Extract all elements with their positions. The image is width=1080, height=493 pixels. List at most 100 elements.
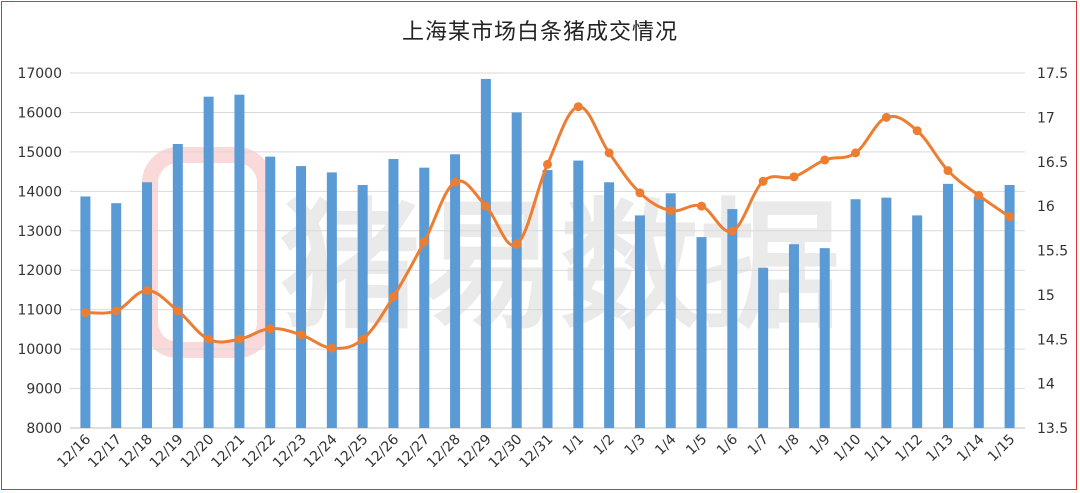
bar (758, 267, 769, 428)
bar (696, 237, 707, 428)
bar (942, 183, 953, 428)
x-tick-label: 1/15 (985, 432, 1019, 466)
y-left-tick-label: 15000 (17, 145, 62, 161)
x-tick-label: 1/5 (683, 432, 710, 459)
line-point (1005, 212, 1015, 222)
line-point (851, 148, 861, 158)
x-tick-label: 12/22 (239, 432, 279, 472)
x-tick-label: 1/14 (954, 431, 988, 465)
bar (450, 154, 461, 428)
line-point (881, 112, 891, 122)
bar (573, 160, 584, 429)
bar (203, 96, 214, 429)
line-point (142, 285, 152, 295)
y-left-tick-label: 17000 (17, 66, 62, 82)
line-point (234, 334, 244, 344)
x-tick-label: 1/3 (622, 432, 649, 459)
line-point (666, 206, 676, 216)
line-point (543, 159, 552, 169)
bar (480, 78, 491, 429)
x-tick-label: 12/25 (332, 432, 372, 472)
bar (604, 182, 615, 428)
line-point (388, 292, 398, 302)
x-tick-label: 1/12 (892, 432, 926, 466)
x-tick-label: 12/29 (455, 432, 495, 472)
x-tick-label: 12/30 (486, 432, 526, 472)
y-right-tick-label: 14 (1037, 377, 1055, 393)
y-left-tick-label: 9000 (26, 382, 62, 398)
chart-title: 上海某市场白条猪成交情况 (401, 20, 678, 45)
line-point (573, 102, 583, 112)
x-tick-label: 1/9 (806, 432, 833, 459)
x-tick-label: 12/17 (85, 432, 125, 472)
y-left-tick-label: 11000 (17, 303, 62, 319)
bar (1004, 185, 1015, 428)
y-left-tick-label: 12000 (17, 263, 62, 279)
bar (912, 215, 923, 428)
x-tick-label: 12/19 (147, 432, 187, 472)
x-tick-label: 1/13 (923, 432, 957, 466)
bar (511, 112, 522, 428)
x-tick-label: 1/6 (714, 431, 741, 458)
y-right-tick-label: 13.5 (1037, 421, 1068, 437)
line-point (111, 306, 121, 316)
x-tick-label: 12/31 (516, 432, 556, 472)
x-tick-label: 1/10 (831, 432, 865, 466)
line-point (604, 148, 614, 158)
line-point (974, 190, 984, 200)
x-tick-label: 12/18 (116, 432, 156, 472)
y-right-tick-label: 16.5 (1037, 155, 1068, 171)
x-tick-label: 12/23 (270, 432, 310, 472)
bar (172, 144, 183, 428)
line-point (758, 176, 768, 186)
y-right-tick-label: 16 (1037, 199, 1055, 215)
x-tick-label: 1/11 (862, 432, 896, 466)
y-right-tick-label: 17.5 (1037, 66, 1068, 82)
line-point (727, 226, 737, 236)
line-point (80, 308, 90, 318)
line-point (512, 239, 522, 249)
line-point (173, 306, 183, 316)
line-point (943, 166, 953, 176)
y-left-tick-label: 10000 (17, 342, 62, 358)
bar (234, 94, 245, 428)
bar (542, 170, 553, 429)
bar (357, 185, 368, 428)
bar (788, 244, 799, 428)
y-left-tick-label: 16000 (17, 105, 62, 121)
x-tick-label: 1/8 (776, 432, 803, 459)
line-point (789, 172, 799, 182)
y-left-tick-label: 13000 (17, 224, 62, 240)
y-right-tick-label: 15.5 (1037, 244, 1068, 260)
bar (819, 248, 830, 428)
x-tick-label: 12/27 (393, 432, 433, 472)
x-tick-label: 1/2 (591, 432, 618, 459)
x-tick-label: 1/1 (560, 432, 587, 459)
bar (296, 166, 307, 429)
y-right-tick-label: 17 (1037, 110, 1055, 126)
x-tick-label: 12/16 (54, 431, 94, 471)
line-point (635, 188, 645, 198)
y-right-tick-label: 15 (1037, 288, 1055, 304)
x-tick-label: 12/20 (178, 432, 218, 472)
line-point (327, 343, 337, 353)
bar (142, 182, 153, 428)
bar (265, 156, 276, 428)
y-left-tick-label: 14000 (17, 184, 62, 200)
bar (419, 167, 430, 428)
x-tick-label: 12/28 (424, 432, 464, 472)
line-point (481, 201, 491, 211)
bar (326, 172, 337, 428)
x-tick-label: 1/4 (652, 431, 679, 458)
bar (850, 199, 861, 428)
bar (634, 215, 645, 428)
line-point (296, 330, 306, 340)
line-point (912, 126, 922, 136)
line-point (419, 237, 429, 247)
bar (665, 193, 676, 428)
line-point (697, 201, 707, 211)
bar (727, 209, 738, 428)
line-point (820, 155, 830, 165)
